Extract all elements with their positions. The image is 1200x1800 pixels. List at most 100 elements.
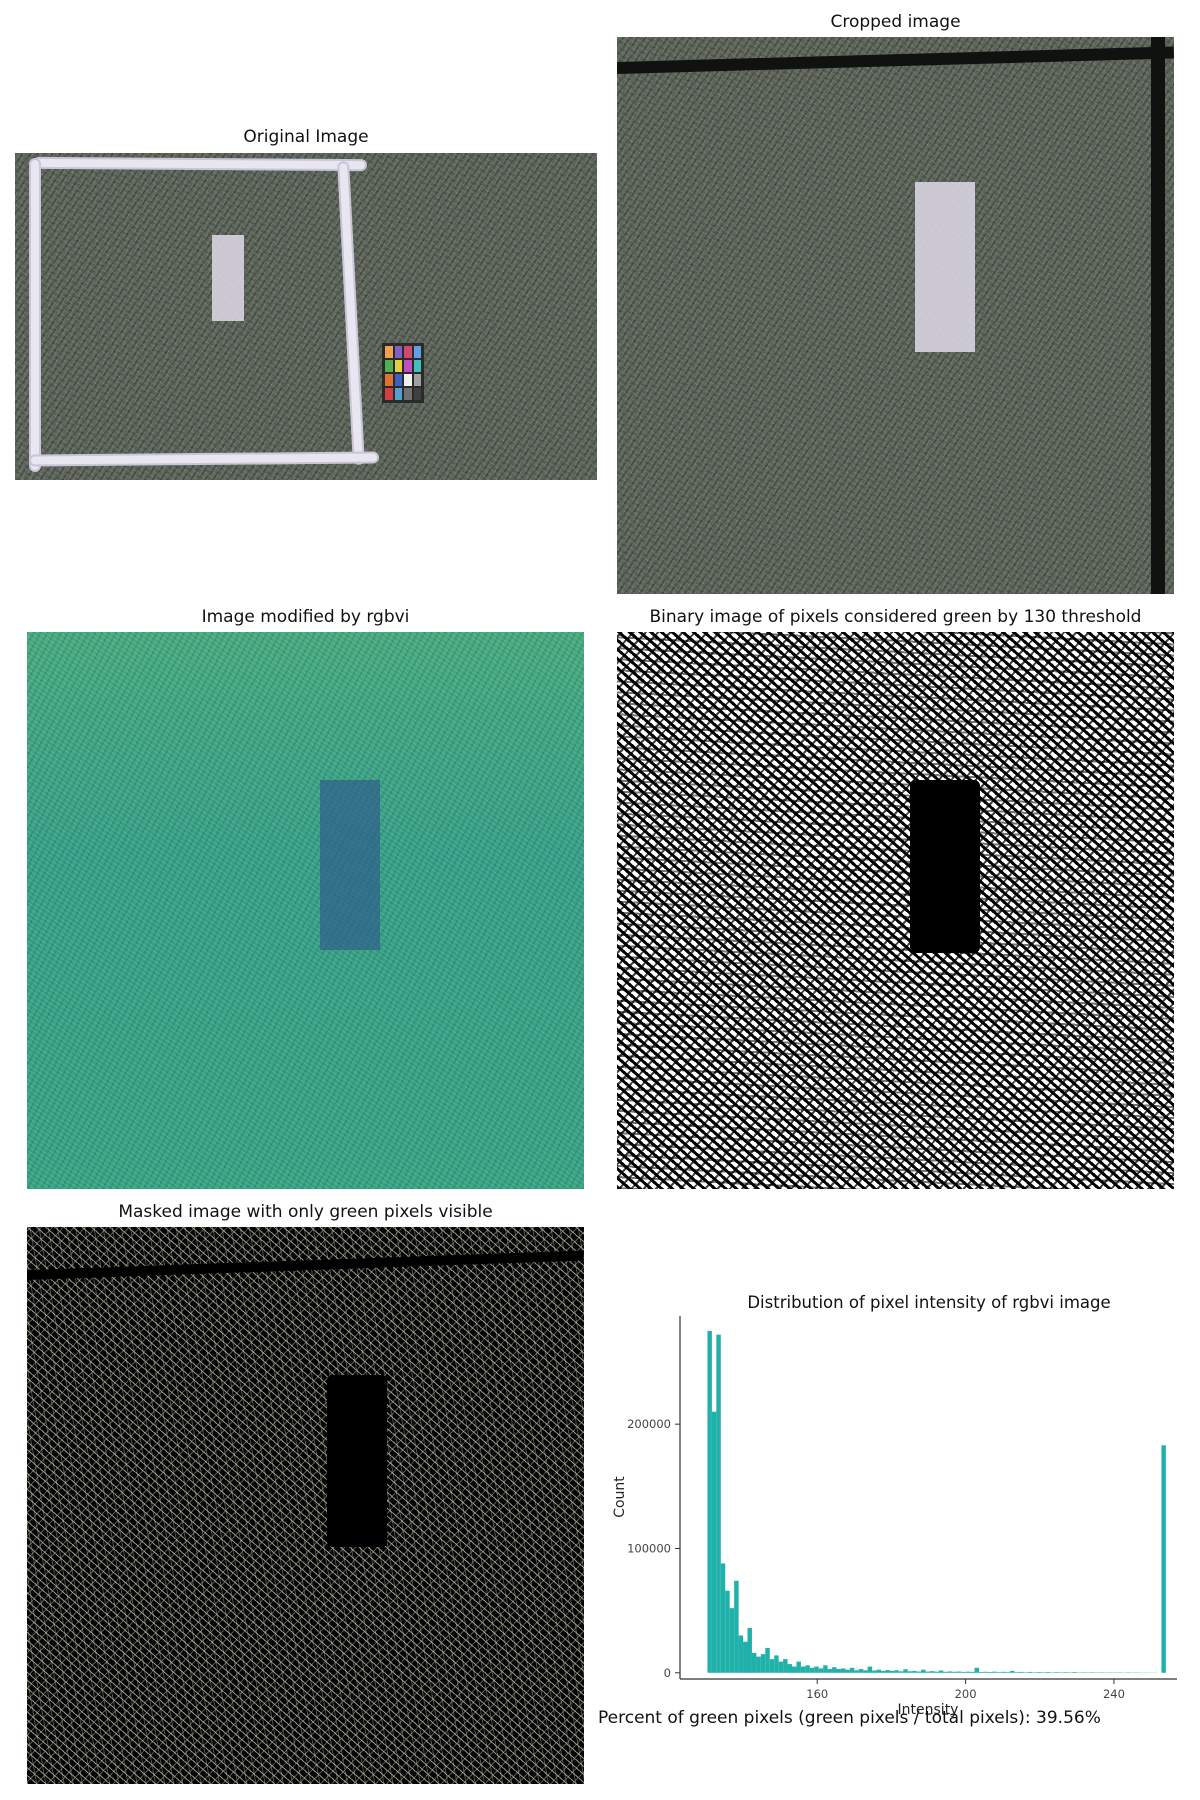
histogram-bar-54 (947, 1671, 953, 1673)
pvc-frame-right (337, 160, 365, 466)
histogram-bar-5 (729, 1608, 735, 1673)
histogram-bar-39 (881, 1670, 886, 1673)
histogram-bar-80 (1063, 1672, 1068, 1673)
histogram-bar-10 (751, 1652, 757, 1673)
histogram-chart: Distribution of pixel intensity of rgbvi… (612, 1293, 1177, 1718)
histogram-bar-50 (929, 1671, 935, 1673)
histogram-bar-43 (898, 1671, 904, 1673)
histogram-bar-29 (836, 1669, 841, 1673)
histogram-bar-35 (863, 1670, 868, 1673)
histogram-bar-28 (832, 1667, 837, 1673)
histogram-bar-44 (903, 1669, 908, 1673)
pvc-frame-bottom (28, 451, 380, 467)
histogram-bar-24 (814, 1666, 819, 1673)
histogram-bar-58 (965, 1671, 971, 1673)
histogram-bar-23 (809, 1667, 815, 1673)
histogram-bar-9 (747, 1628, 752, 1673)
binary-image-title: Binary image of pixels considered green … (649, 607, 1142, 627)
color-checker-card (382, 343, 424, 403)
x-tick-label: 160 (806, 1687, 828, 1701)
histogram-bar-36 (867, 1666, 873, 1673)
binary-image (617, 632, 1174, 1189)
y-tick-label: 100000 (627, 1541, 671, 1555)
pvc-frame-left (29, 158, 41, 472)
histogram-bar-4 (725, 1590, 730, 1673)
histogram-bar-70 (1018, 1671, 1024, 1673)
histogram-bar-60 (974, 1667, 979, 1673)
histogram-bar-61 (978, 1672, 984, 1673)
histogram-bar-42 (894, 1670, 899, 1673)
histogram-bar-22 (805, 1665, 810, 1673)
histogram-bar-74 (1036, 1672, 1042, 1673)
histogram-bar-57 (961, 1671, 966, 1673)
histogram-bar-8 (743, 1641, 748, 1673)
histogram-bar-47 (916, 1671, 922, 1673)
histogram-bar-59 (970, 1671, 975, 1673)
histogram-bar-55 (952, 1671, 957, 1673)
histogram-bar-19 (792, 1666, 797, 1673)
histogram-bar-38 (876, 1669, 882, 1673)
histogram-bars (707, 1330, 1166, 1673)
histogram-bar-41 (889, 1670, 895, 1673)
histogram-bar-3 (720, 1563, 726, 1673)
histogram-bar-31 (845, 1669, 850, 1673)
field-marking (212, 235, 244, 321)
histogram-bar-63 (987, 1672, 993, 1673)
histogram-bar-27 (827, 1669, 833, 1673)
green-pixel-percent-note: Percent of green pixels (green pixels / … (598, 1708, 1101, 1728)
x-tick-label: 240 (1103, 1687, 1125, 1701)
frame-shadow-top (27, 1250, 584, 1280)
histogram-bar-76 (1045, 1672, 1051, 1673)
y-tick-label: 200000 (627, 1417, 671, 1431)
histogram-bar-49 (925, 1671, 930, 1673)
histogram-bar-30 (840, 1668, 846, 1673)
original-image (15, 153, 597, 480)
histogram-bar-51 (934, 1671, 939, 1673)
histogram-bar-18 (787, 1664, 793, 1673)
histogram-bar-45 (907, 1671, 913, 1673)
histogram-bar-7 (738, 1635, 744, 1673)
rgbvi-image (27, 632, 584, 1189)
field-marking-black (327, 1375, 387, 1547)
frame-shadow-top (617, 46, 1174, 74)
histogram-bar-40 (885, 1670, 890, 1673)
histogram-bar-0 (707, 1330, 712, 1673)
histogram-bar-13 (765, 1647, 770, 1673)
histogram-bar-32 (849, 1667, 855, 1673)
histogram-bar-16 (778, 1661, 784, 1673)
histogram-bar-25 (818, 1668, 824, 1673)
histogram-bar-65 (996, 1672, 1002, 1673)
histogram-bar-82 (1072, 1672, 1077, 1673)
histogram-bar-11 (756, 1656, 761, 1673)
cropped-image (617, 37, 1174, 594)
histogram-bar-53 (943, 1671, 948, 1673)
histogram-bar-56 (956, 1671, 962, 1673)
histogram-bar-62 (983, 1671, 988, 1673)
histogram-bar-26 (823, 1665, 828, 1673)
histogram-bar-1 (711, 1411, 717, 1673)
rgbvi-image-title: Image modified by rgbvi (201, 607, 410, 627)
histogram-bar-2 (716, 1334, 721, 1673)
histogram-bar-20 (796, 1661, 801, 1673)
histogram-bar-69 (1014, 1672, 1019, 1673)
histogram-bar-68 (1010, 1670, 1015, 1673)
axis-ticks: 160 200 240 0 100000 200000 (627, 1417, 1125, 1701)
histogram-bar-6 (734, 1580, 739, 1673)
histogram-bar-46 (912, 1670, 917, 1673)
chart-title: Distribution of pixel intensity of rgbvi… (747, 1293, 1110, 1312)
x-axis-label: Intensity (898, 1702, 959, 1718)
field-marking-black (910, 780, 980, 953)
frame-shadow-right (1151, 37, 1165, 594)
histogram-bar-21 (800, 1666, 806, 1673)
histogram-bar-34 (858, 1669, 864, 1673)
histogram-bar-33 (854, 1670, 859, 1673)
histogram-bar-52 (938, 1670, 944, 1673)
histogram-bar-78 (1054, 1672, 1060, 1673)
histogram-bar-72 (1027, 1671, 1033, 1673)
field-marking (915, 182, 975, 352)
histogram-bar-14 (769, 1659, 775, 1673)
histogram-bar-64 (992, 1671, 997, 1673)
masked-image (27, 1227, 584, 1784)
histogram-bar-67 (1005, 1672, 1011, 1673)
histogram-bar-15 (774, 1655, 779, 1673)
